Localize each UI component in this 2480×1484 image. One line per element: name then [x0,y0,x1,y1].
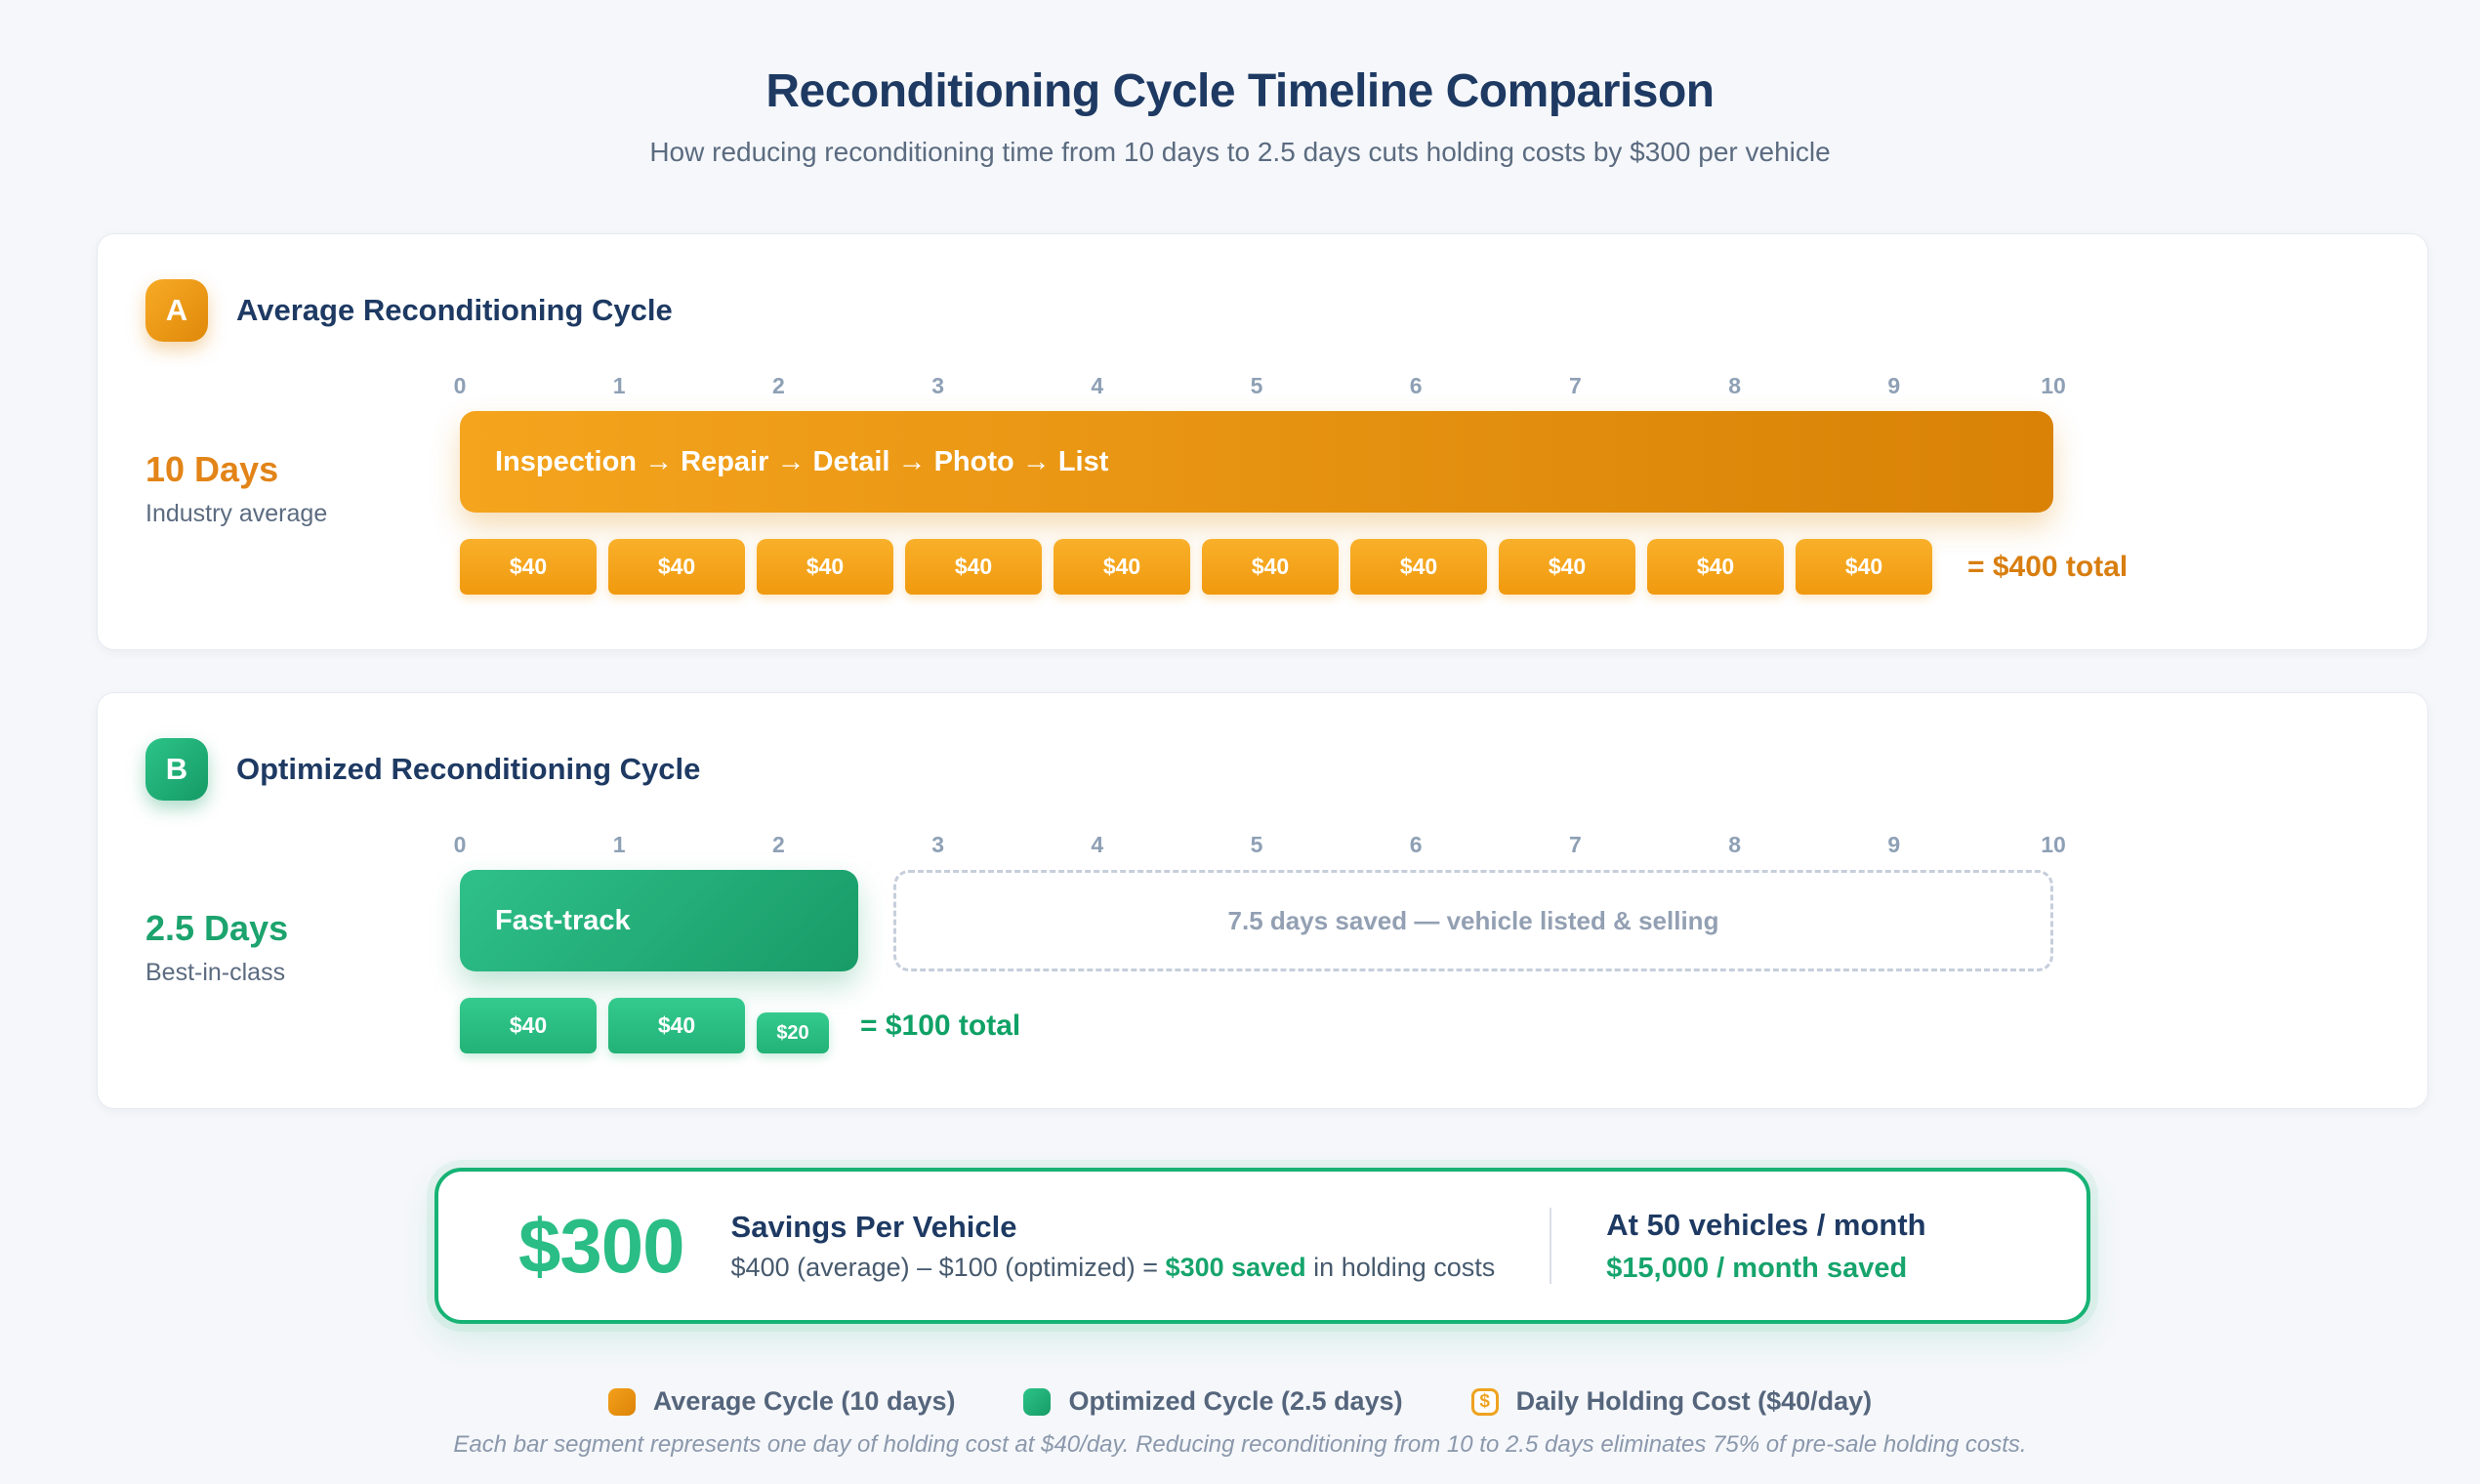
legend-item: Average Cycle (10 days) [607,1386,956,1417]
legend-label: Optimized Cycle (2.5 days) [1068,1386,1403,1416]
panel-a-duration: 10 Days [145,449,279,489]
axis-tick-9: 9 [1887,832,1901,857]
axis-tick-2: 2 [771,373,785,398]
dollar-icon: $ [1470,1387,1499,1416]
axis-tick-9: 9 [1887,373,1901,398]
panel-a-timeline-bar: Inspection → Repair → Detail → Photo → L… [460,411,2053,513]
savings-scale-title: At 50 vehicles / month [1606,1207,1926,1242]
panel-a-total: = $400 total [1967,550,2129,583]
axis-tick-5: 5 [1250,373,1263,398]
axis-tick-3: 3 [931,373,944,398]
page-title: Reconditioning Cycle Timeline Comparison [765,65,1715,117]
panel-b-days-saved-box: 7.5 days saved — vehicle listed & sellin… [893,870,2053,971]
cost-chip: $40 [608,539,745,595]
savings-scale: At 50 vehicles / month $15,000 / month s… [1606,1208,1925,1285]
panel-b-bar-label: Fast-track [495,904,631,936]
cost-chip: $40 [1796,539,1932,595]
axis-tick-7: 7 [1568,373,1582,398]
page-subtitle: How reducing reconditioning time from 10… [649,137,1831,167]
panel-b-timeline-bar: Fast-track [460,870,858,971]
cost-chip: $40 [1499,539,1635,595]
panel-a-duration-note: Industry average [145,500,328,527]
savings-formula-suffix: in holding costs [1305,1252,1496,1282]
axis-tick-10: 10 [2041,832,2066,857]
axis-tick-0: 0 [453,832,467,857]
axis-tick-1: 1 [612,373,626,398]
axis-tick-8: 8 [1728,832,1741,857]
savings-summary-box: $300 Savings Per Vehicle $400 (average) … [434,1168,2090,1324]
savings-formula: $400 (average) – $100 (optimized) = $300… [731,1253,1496,1283]
panel-average-cycle: A Average Reconditioning Cycle 10 Days I… [97,233,2428,650]
orange-swatch-icon [607,1387,636,1416]
cost-chip: $40 [460,539,597,595]
panel-b-duration-note: Best-in-class [145,959,286,986]
cost-chip: $40 [1350,539,1487,595]
axis-tick-1: 1 [612,832,626,857]
savings-divider [1550,1208,1552,1284]
panel-b-axis-ticks: 0 1 2 3 4 5 6 7 8 9 10 [454,832,2066,861]
axis-tick-8: 8 [1728,373,1741,398]
cost-chip: $40 [1202,539,1339,595]
panel-a-side-label: 10 Days Industry average [145,449,429,528]
panel-b-side-label: 2.5 Days Best-in-class [145,908,429,987]
cost-chip: $40 [460,998,597,1053]
axis-tick-3: 3 [931,832,944,857]
axis-tick-2: 2 [771,832,785,857]
axis-tick-6: 6 [1409,373,1423,398]
axis-tick-4: 4 [1091,832,1104,857]
panel-b-saved-label: 7.5 days saved — vehicle listed & sellin… [1227,905,1719,935]
axis-tick-0: 0 [453,373,467,398]
panel-a-axis-ticks: 0 1 2 3 4 5 6 7 8 9 10 [454,373,2066,402]
panel-b-cost-chips: $40 $40 $20 [460,998,829,1053]
cost-chip: $40 [757,539,893,595]
panel-a-bar-label: Inspection → Repair → Detail → Photo → L… [495,445,1109,477]
panel-a-title: Average Reconditioning Cycle [236,293,673,327]
panel-a-badge: A [145,279,208,342]
panel-b-duration: 2.5 Days [145,908,289,948]
panel-optimized-cycle: B Optimized Reconditioning Cycle 2.5 Day… [97,692,2428,1109]
cost-chip: $40 [905,539,1042,595]
axis-tick-4: 4 [1091,373,1104,398]
panel-b-title: Optimized Reconditioning Cycle [236,752,701,786]
savings-formula-highlight: $300 saved [1165,1252,1306,1282]
axis-tick-10: 10 [2041,373,2066,398]
savings-title: Savings Per Vehicle [730,1209,1017,1244]
legend-label: Daily Holding Cost ($40/day) [1515,1386,1873,1416]
legend-item: Optimized Cycle (2.5 days) [1023,1386,1403,1417]
panel-b-badge: B [145,738,208,801]
axis-tick-5: 5 [1250,832,1263,857]
legend: Average Cycle (10 days) Optimized Cycle (… [0,1386,2480,1417]
footnote: Each bar segment represents one day of h… [453,1431,2027,1458]
cost-chip: $40 [1647,539,1784,595]
cost-chip: $20 [757,1012,829,1053]
savings-formula-prefix: $400 (average) – $100 (optimized) = [730,1252,1166,1282]
axis-tick-6: 6 [1409,832,1423,857]
savings-amount: $300 [518,1202,685,1289]
cost-chip: $40 [608,998,745,1053]
panel-a-cost-chips: $40 $40 $40 $40 $40 $40 $40 $40 $40 $40 [460,539,1932,595]
savings-scale-value: $15,000 / month saved [1606,1252,1908,1284]
panel-b-total: = $100 total [860,1009,1021,1042]
green-swatch-icon [1023,1387,1052,1416]
axis-tick-7: 7 [1568,832,1582,857]
cost-chip: $40 [1054,539,1190,595]
savings-detail: Savings Per Vehicle $400 (average) – $10… [731,1210,1496,1283]
legend-label: Average Cycle (10 days) [652,1386,956,1416]
legend-item: $ Daily Holding Cost ($40/day) [1470,1386,1873,1417]
